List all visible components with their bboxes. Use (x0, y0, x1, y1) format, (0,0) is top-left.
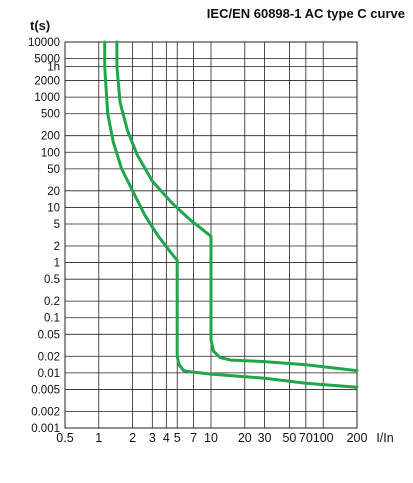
y-tick-label: 0.002 (31, 406, 60, 418)
y-tick-label: 500 (41, 109, 60, 121)
x-tick-label: 30 (258, 431, 272, 445)
y-tick-label: 1h (47, 61, 60, 73)
x-tick-label: 7 (190, 431, 197, 445)
x-tick-label: 200 (347, 431, 368, 445)
y-tick-label: 10 (47, 202, 60, 214)
y-tick-label: 2 (54, 241, 60, 253)
x-tick-label: 2 (129, 431, 136, 445)
y-tick-label: 0.5 (44, 274, 60, 286)
y-tick-label: 0.1 (44, 313, 60, 325)
y-tick-label: 1 (54, 258, 60, 270)
y-tick-label: 100 (41, 147, 60, 159)
x-tick-label: 70 (299, 431, 313, 445)
y-tick-label: 10000 (28, 37, 60, 49)
x-tick-label: 4 (163, 431, 170, 445)
trip-curve-line (103, 40, 359, 389)
x-tick-label: 5 (174, 431, 181, 445)
y-tick-label: 200 (41, 131, 60, 143)
y-tick-label: 0.05 (38, 329, 60, 341)
y-tick-label: 5000 (34, 54, 60, 66)
y-tick-label: 0.001 (31, 423, 60, 435)
y-tick-label: 0.02 (38, 351, 60, 363)
y-tick-label: 1000 (34, 92, 60, 104)
x-axis-label: I/In (376, 431, 393, 445)
y-tick-label: 50 (47, 164, 60, 176)
y-tick-label: 0.005 (31, 384, 60, 396)
x-tick-label: 1 (95, 431, 102, 445)
plot-frame (64, 41, 358, 429)
trip-curve-line (115, 40, 359, 373)
x-tick-label: 20 (238, 431, 252, 445)
y-tick-label: 2000 (34, 76, 60, 88)
x-tick-label: 0.5 (56, 431, 73, 445)
y-tick-label: 20 (47, 186, 60, 198)
x-tick-label: 10 (204, 431, 218, 445)
chart-title: IEC/EN 60898-1 AC type C curve (206, 6, 405, 21)
x-tick-label: 100 (313, 431, 334, 445)
x-tick-label: 50 (282, 431, 296, 445)
y-tick-label: 5 (54, 219, 60, 231)
y-tick-label: 0.2 (44, 296, 60, 308)
x-tick-label: 3 (149, 431, 156, 445)
y-axis-label: t(s) (30, 18, 50, 33)
y-tick-label: 0.01 (38, 368, 60, 380)
